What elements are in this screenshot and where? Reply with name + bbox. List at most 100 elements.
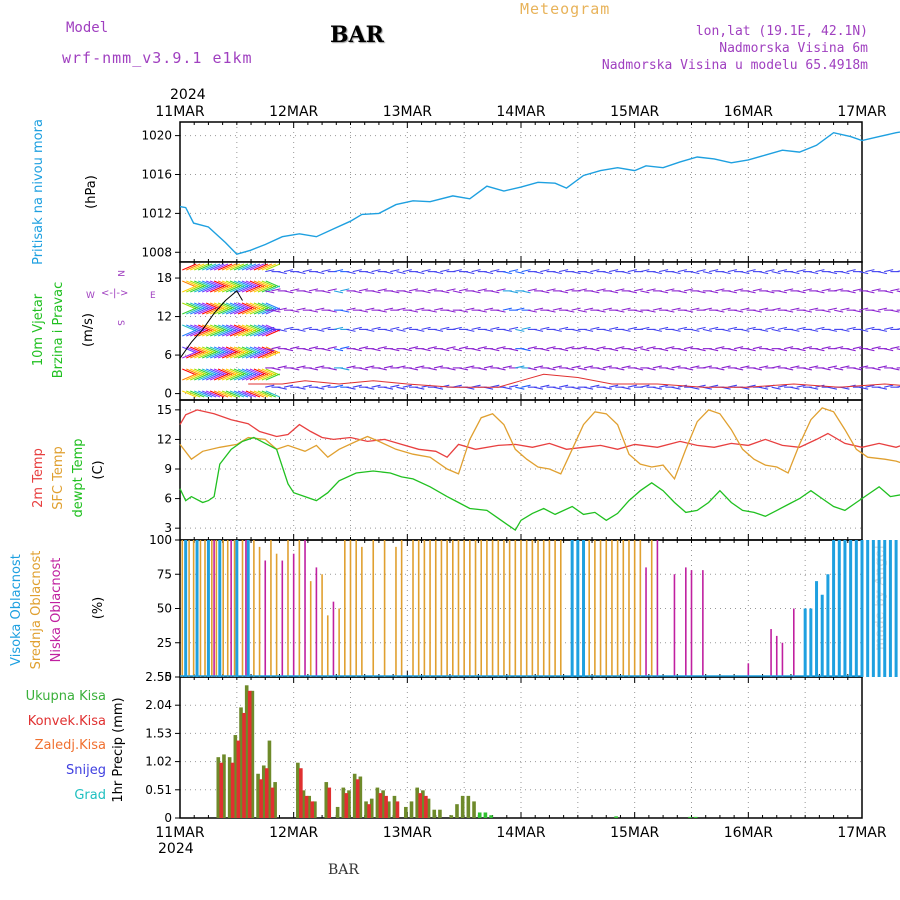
precip-bar: [264, 768, 269, 818]
wind-arrow: [840, 271, 850, 275]
wind-arrow: [708, 326, 719, 330]
wind-arrow: [327, 309, 337, 313]
y-tick-label: 0: [164, 811, 172, 825]
wind-arrow: [715, 367, 725, 371]
wind-barb: [194, 280, 209, 288]
wind-barb: [201, 302, 217, 310]
wind-arrow: [465, 365, 475, 369]
wind-arrow: [502, 307, 512, 311]
precip-bar: [614, 816, 618, 818]
precip-bar: [250, 690, 255, 818]
wind-arrow: [896, 385, 900, 388]
date-label-bottom: 15MAR: [610, 825, 659, 841]
wind-arrow: [271, 346, 281, 350]
y-tick-label: 1012: [141, 206, 172, 220]
wind-arrow: [602, 386, 612, 390]
wind-barb: [186, 307, 201, 315]
wind-arrow: [433, 365, 444, 369]
wind-barb: [261, 280, 277, 288]
wind-speed-line: [179, 290, 243, 359]
wind-arrow: [771, 386, 781, 390]
wind-arrow: [734, 367, 744, 371]
wind-barb: [186, 285, 201, 293]
wind-arrow: [752, 309, 762, 313]
wind-barb: [253, 329, 269, 337]
precip-legend-item: Grad: [74, 788, 106, 803]
wind-arrow: [746, 269, 756, 273]
wind-arrow: [840, 328, 850, 332]
wind-barb: [265, 390, 281, 398]
precip-bar: [688, 816, 692, 818]
wind-barb: [245, 302, 261, 310]
wind-arrow: [821, 346, 831, 350]
wind-arrow: [621, 271, 631, 275]
wind-arrow: [540, 348, 550, 352]
wind-barb: [225, 302, 241, 310]
wind-barb: [261, 263, 277, 271]
wind-barb: [249, 285, 265, 293]
wind-arrow: [477, 346, 487, 350]
wind-barb: [241, 346, 257, 354]
wind-barb: [197, 324, 213, 332]
wind-arrow: [396, 307, 406, 311]
wind-arrow: [777, 269, 788, 273]
wind-barb: [190, 368, 205, 376]
wind-barb: [257, 351, 273, 359]
wind-barb: [249, 280, 265, 288]
wind-arrow: [602, 271, 612, 275]
wind-arrow: [490, 269, 500, 273]
wind-arrow: [683, 346, 694, 350]
wind-arrow: [565, 367, 575, 371]
wind-arrow: [665, 309, 675, 313]
wind-arrow: [640, 384, 650, 388]
wind-arrow: [627, 290, 637, 294]
precip-bar: [324, 782, 329, 818]
cloud-axis-title-1: Visoka Oblacnost: [9, 554, 24, 666]
wind-arrow: [521, 269, 531, 273]
wind-barb: [265, 280, 281, 288]
wind-barb: [186, 324, 201, 332]
wind-barb: [261, 351, 277, 359]
wind-arrow: [627, 348, 637, 352]
wind-arrow: [365, 386, 375, 390]
wind-arrow: [734, 288, 744, 292]
pressure-unit: (hPa): [84, 175, 99, 209]
precip-bar: [239, 707, 243, 818]
wind-arrow: [646, 346, 656, 350]
precip-bar: [341, 787, 346, 818]
precip-bar: [347, 790, 351, 818]
wind-barb: [241, 302, 257, 310]
wind-arrow: [877, 386, 888, 390]
wind-barb: [265, 307, 281, 315]
wind-arrow: [333, 384, 344, 388]
wind-arrow: [402, 269, 412, 273]
y-tick-label: 2.55: [145, 670, 172, 684]
wind-arrow: [608, 290, 619, 294]
wind-arrow: [715, 288, 725, 292]
wind-arrow: [290, 346, 300, 350]
wind-arrow: [583, 271, 594, 275]
wind-barb: [229, 324, 245, 332]
wind-barb: [253, 373, 269, 381]
wind-barb: [213, 280, 229, 288]
wind-arrow: [696, 348, 706, 352]
date-label-bottom: 14MAR: [496, 825, 545, 841]
wind-barb: [237, 324, 253, 332]
year-label-bottom: 2024: [158, 841, 194, 857]
wind-arrow: [815, 326, 825, 330]
wind-barb: [194, 302, 209, 310]
wind-arrow: [852, 288, 863, 292]
wind-arrow: [759, 386, 769, 390]
wind-barb: [241, 324, 257, 332]
wind-arrow: [708, 269, 719, 273]
model-elevation: Nadmorska Visina u modelu 65.4918m: [601, 58, 868, 73]
wind-arrow: [852, 367, 863, 371]
wind-arrow: [552, 365, 562, 369]
wind-barb: [217, 329, 233, 337]
wind-arrow: [365, 328, 375, 332]
wind-arrow: [752, 288, 762, 292]
wind-barb: [237, 307, 253, 315]
wind-barb: [217, 346, 233, 354]
wind-barb: [233, 390, 249, 398]
date-label-bottom: 11MAR: [155, 825, 204, 841]
